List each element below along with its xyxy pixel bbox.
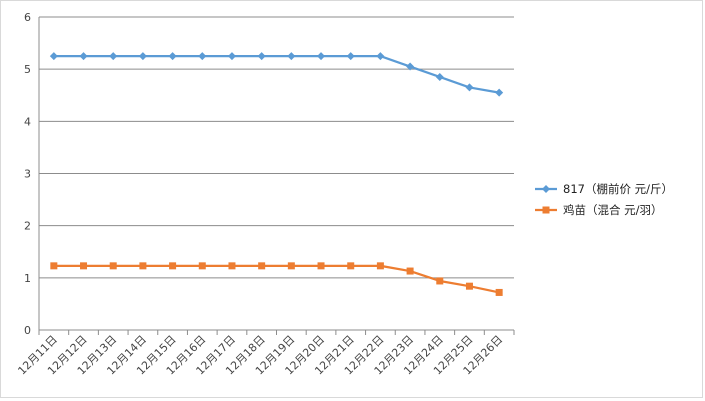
data-point (287, 52, 296, 61)
data-point (198, 262, 206, 270)
data-point (317, 52, 326, 61)
data-point (406, 62, 415, 71)
data-point (169, 262, 177, 270)
data-point (139, 262, 147, 270)
legend-label: 817（棚前价 元/斤） (563, 182, 673, 196)
gridlines (39, 16, 514, 279)
legend-item: 817（棚前价 元/斤） (535, 182, 673, 196)
x-tick-labels: 12月11日12月12日12月13日12月14日12月15日12月16日12月1… (15, 333, 505, 378)
y-tick-label: 6 (24, 11, 31, 24)
data-point (287, 262, 295, 270)
data-point (109, 262, 117, 270)
data-point (465, 83, 474, 92)
y-tick-label: 1 (24, 272, 31, 285)
data-point (258, 262, 266, 270)
data-point (435, 72, 444, 81)
axes (38, 17, 515, 335)
series-line (53, 264, 500, 294)
data-point (80, 262, 88, 270)
y-tick-label: 2 (24, 220, 31, 233)
data-point (50, 262, 58, 270)
y-tick-label: 4 (24, 115, 31, 128)
series-2 (50, 262, 503, 296)
y-tick-labels: 0 1 2 3 4 5 6 (24, 11, 31, 337)
data-point (436, 277, 444, 285)
data-point (317, 262, 325, 270)
series-layer (49, 52, 504, 296)
data-point (168, 52, 177, 61)
data-point (198, 52, 207, 61)
legend-item: 鸡苗（混合 元/羽） (535, 203, 663, 217)
data-point (138, 52, 147, 61)
legend: 817（棚前价 元/斤） 鸡苗（混合 元/羽） (535, 182, 673, 217)
legend-marker (542, 185, 550, 193)
data-point (257, 52, 266, 61)
legend-marker (542, 206, 550, 214)
data-point (227, 52, 236, 61)
data-point (79, 52, 88, 61)
data-point (376, 52, 385, 61)
data-point (465, 282, 473, 290)
data-point (347, 262, 355, 270)
y-tick-label: 5 (24, 63, 31, 76)
data-point (495, 88, 504, 97)
data-point (346, 52, 355, 61)
data-point (49, 52, 58, 61)
y-tick-label: 0 (24, 324, 31, 337)
series-line (53, 55, 500, 94)
data-point (495, 288, 503, 296)
y-tick-label: 3 (24, 168, 31, 181)
data-point (109, 52, 118, 61)
series-1 (49, 52, 504, 97)
data-point (228, 262, 236, 270)
data-point (376, 262, 384, 270)
data-point (406, 267, 414, 275)
legend-label: 鸡苗（混合 元/羽） (563, 203, 663, 217)
